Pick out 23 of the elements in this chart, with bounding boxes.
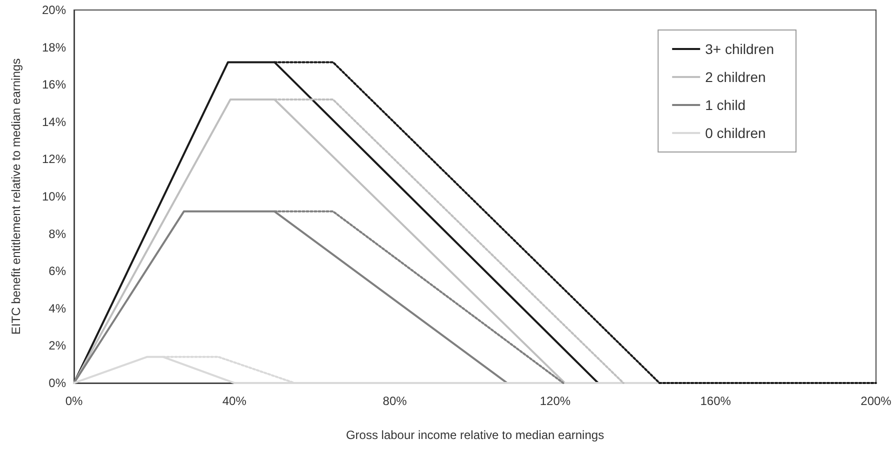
legend-label: 3+ children xyxy=(705,41,774,57)
x-tick-label: 80% xyxy=(382,394,408,408)
y-tick-label: 2% xyxy=(48,338,66,353)
y-tick-label: 8% xyxy=(48,226,66,241)
y-tick-label: 10% xyxy=(42,190,66,204)
y-tick-label: 20% xyxy=(42,3,66,17)
x-tick-label: 160% xyxy=(700,394,732,408)
y-tick-label: 6% xyxy=(48,264,66,278)
y-tick-label: 4% xyxy=(48,301,66,316)
y-tick-label: 16% xyxy=(42,78,66,92)
x-tick-label: 40% xyxy=(222,394,247,408)
y-tick-label: 18% xyxy=(42,40,66,54)
x-tick-label: 120% xyxy=(540,394,571,408)
x-tick-label: 200% xyxy=(860,394,892,408)
x-tick-label: 0% xyxy=(65,394,83,408)
legend-label: 1 child xyxy=(705,97,746,113)
y-tick-label: 0% xyxy=(48,376,66,390)
legend-label: 2 children xyxy=(705,69,766,85)
y-tick-label: 14% xyxy=(42,114,66,129)
y-axis-title: EITC benefit entitlement relative to median earnings xyxy=(9,58,23,335)
legend-label: 0 children xyxy=(705,125,766,141)
x-axis-title: Gross labour income relative to median earnings xyxy=(346,428,604,442)
y-tick-label: 12% xyxy=(42,152,66,166)
